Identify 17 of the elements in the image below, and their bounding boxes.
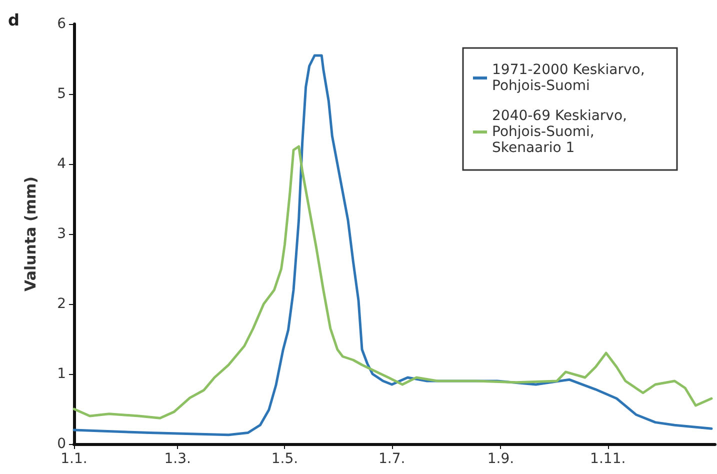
x-tick-label: 1.11. <box>590 451 626 467</box>
x-tick-label: 1.5. <box>271 451 298 467</box>
y-tick-label: 0 <box>57 436 66 452</box>
legend-label: 2040-69 Keskiarvo, Pohjois-Suomi, Skenaario 1 <box>492 108 632 156</box>
x-tick-label: 1.7. <box>378 451 406 467</box>
y-tick-label: 1 <box>57 366 66 382</box>
text: d <box>8 10 20 30</box>
y-tick-label: 2 <box>57 296 66 312</box>
y-tick-label: 3 <box>57 226 66 242</box>
legend-label: 1971-2000 Keskiarvo, Pohjois-Suomi <box>492 62 650 94</box>
x-tick-label: 1.1. <box>60 451 88 467</box>
y-tick-label: 6 <box>57 16 66 32</box>
y-axis-title: Valunta (mm) <box>22 176 40 292</box>
x-tick-label: 1.3. <box>164 451 191 467</box>
x-tick-label: 1.9. <box>487 451 514 467</box>
y-tick-label: 4 <box>57 156 66 172</box>
y-tick-label: 5 <box>57 86 66 102</box>
